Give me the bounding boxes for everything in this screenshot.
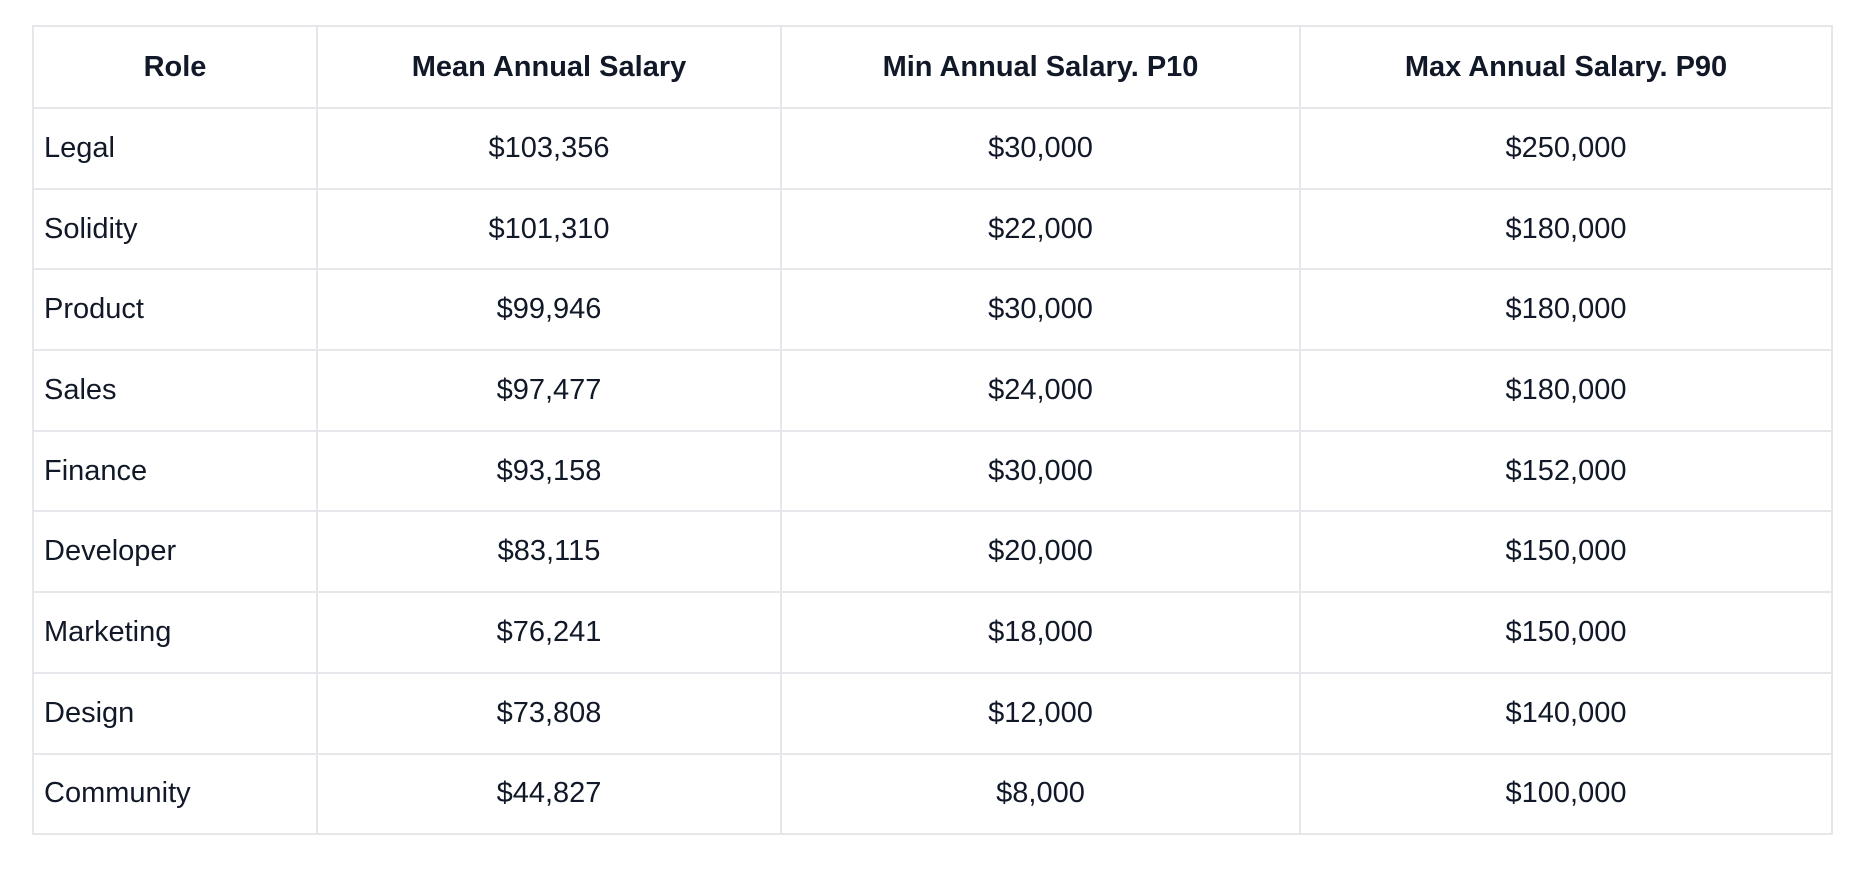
mean-salary-cell: $83,115 <box>316 510 782 594</box>
role-cell: Finance <box>32 429 318 513</box>
table-row: Community $44,827 $8,000 $100,000 <box>32 752 1833 836</box>
min-salary-cell: $18,000 <box>780 591 1301 674</box>
mean-salary-cell: $44,827 <box>316 752 782 836</box>
table-row: Marketing $76,241 $18,000 $150,000 <box>32 591 1833 674</box>
max-salary-cell: $140,000 <box>1299 671 1833 755</box>
max-salary-cell: $180,000 <box>1299 268 1833 352</box>
max-salary-cell: $152,000 <box>1299 429 1833 513</box>
min-salary-cell: $20,000 <box>780 510 1301 594</box>
max-salary-cell: $100,000 <box>1299 752 1833 836</box>
max-salary-cell: $180,000 <box>1299 349 1833 432</box>
mean-salary-cell: $97,477 <box>316 349 782 432</box>
max-salary-cell: $180,000 <box>1299 187 1833 271</box>
table-row: Legal $103,356 $30,000 $250,000 <box>32 107 1833 190</box>
min-salary-cell: $30,000 <box>780 429 1301 513</box>
role-cell: Design <box>32 671 318 755</box>
mean-salary-cell: $101,310 <box>316 187 782 271</box>
table-row: Sales $97,477 $24,000 $180,000 <box>32 349 1833 432</box>
role-cell: Product <box>32 268 318 352</box>
min-salary-cell: $24,000 <box>780 349 1301 432</box>
max-salary-cell: $150,000 <box>1299 510 1833 594</box>
column-header-min-salary: Min Annual Salary. P10 <box>780 25 1301 109</box>
table-row: Design $73,808 $12,000 $140,000 <box>32 671 1833 755</box>
min-salary-cell: $30,000 <box>780 268 1301 352</box>
column-header-max-salary: Max Annual Salary. P90 <box>1299 25 1833 109</box>
header-row: Role Mean Annual Salary Min Annual Salar… <box>32 25 1833 109</box>
max-salary-cell: $250,000 <box>1299 107 1833 190</box>
mean-salary-cell: $103,356 <box>316 107 782 190</box>
min-salary-cell: $12,000 <box>780 671 1301 755</box>
column-header-mean-salary: Mean Annual Salary <box>316 25 782 109</box>
min-salary-cell: $30,000 <box>780 107 1301 190</box>
max-salary-cell: $150,000 <box>1299 591 1833 674</box>
role-cell: Developer <box>32 510 318 594</box>
min-salary-cell: $8,000 <box>780 752 1301 836</box>
mean-salary-cell: $93,158 <box>316 429 782 513</box>
table-header: Role Mean Annual Salary Min Annual Salar… <box>32 25 1833 109</box>
role-cell: Sales <box>32 349 318 432</box>
mean-salary-cell: $76,241 <box>316 591 782 674</box>
table-row: Developer $83,115 $20,000 $150,000 <box>32 510 1833 594</box>
table-row: Finance $93,158 $30,000 $152,000 <box>32 429 1833 513</box>
column-header-role: Role <box>32 25 318 109</box>
mean-salary-cell: $99,946 <box>316 268 782 352</box>
role-cell: Community <box>32 752 318 836</box>
table-body: Legal $103,356 $30,000 $250,000 Solidity $101… <box>32 107 1833 836</box>
table-row: Solidity $101,310 $22,000 $180,000 <box>32 187 1833 271</box>
table-row: Product $99,946 $30,000 $180,000 <box>32 268 1833 352</box>
min-salary-cell: $22,000 <box>780 187 1301 271</box>
role-cell: Solidity <box>32 187 318 271</box>
salary-table: Role Mean Annual Salary Min Annual Salar… <box>32 25 1833 836</box>
page: Role Mean Annual Salary Min Annual Salar… <box>0 25 1868 880</box>
role-cell: Marketing <box>32 591 318 674</box>
mean-salary-cell: $73,808 <box>316 671 782 755</box>
role-cell: Legal <box>32 107 318 190</box>
